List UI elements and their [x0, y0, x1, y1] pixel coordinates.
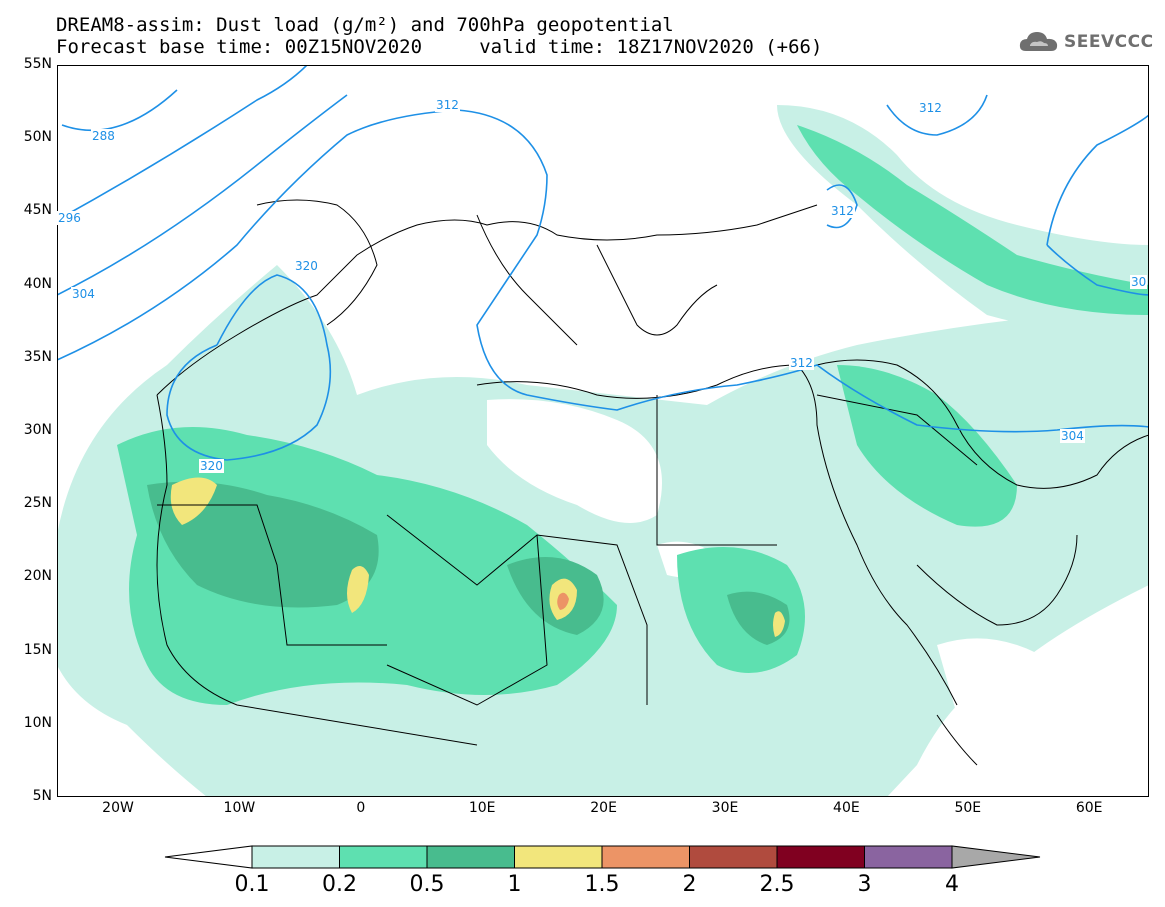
map-border: [57, 65, 1149, 797]
geopotential-contours: [57, 65, 1149, 461]
lon-tick-label: 40E: [833, 800, 860, 816]
lon-tick-label: 10E: [468, 800, 496, 816]
lon-tick-label: 20E: [590, 800, 617, 816]
contour-label: 288: [91, 129, 116, 143]
lat-tick-label: 20N: [23, 568, 52, 585]
colorbar-tick-label: 0.2: [322, 872, 357, 897]
colorbar-tick-label: 2.5: [759, 872, 795, 897]
colorbar-tick-label: 0.5: [409, 872, 445, 897]
lat-tick-label: 10N: [23, 714, 52, 731]
lat-tick-label: 50N: [23, 129, 52, 146]
lat-tick-label: 35N: [23, 348, 52, 365]
colorbar-segment: [514, 845, 603, 869]
map-subtitle: Forecast base time: 00Z15NOV2020 valid t…: [56, 36, 823, 58]
country-borders: [156, 199, 1149, 766]
contour-label: 320: [199, 459, 224, 473]
contour-label: 296: [57, 211, 82, 225]
colorbar-segment: [601, 845, 690, 869]
lon-tick-label: 60E: [1075, 800, 1103, 816]
colorbar-over-triangle: [951, 845, 1041, 869]
colorbar-tick-label: 4: [945, 872, 959, 897]
lon-tick-label: 30E: [711, 800, 739, 816]
logo-text: SEEVCCC: [1064, 32, 1154, 52]
colorbar-segment: [251, 845, 340, 869]
contour-label: 312: [830, 204, 855, 218]
colorbar-segment: [776, 845, 865, 869]
cloud-icon: [1019, 32, 1058, 51]
colorbar-tick-label: 1: [507, 872, 522, 897]
colorbar-under-triangle: [164, 845, 253, 869]
colorbar-tick-label: 1.5: [584, 872, 620, 897]
lat-tick-label: 45N: [23, 202, 52, 219]
lon-tick-label: 0: [356, 800, 366, 816]
contour-label: 30: [1130, 275, 1148, 289]
colorbar-segment: [339, 845, 428, 869]
contour-label: 312: [789, 356, 814, 370]
lat-tick-label: 25N: [23, 495, 52, 512]
lat-tick-label: 40N: [23, 275, 52, 292]
lon-tick-label: 50E: [954, 800, 982, 816]
contour-label: 312: [435, 98, 460, 112]
contour-label: 312: [918, 101, 943, 115]
contour-label: 304: [71, 287, 96, 301]
colorbar-tick-label: 2: [682, 872, 697, 897]
lat-tick-label: 15N: [23, 641, 52, 658]
colorbar-segment: [426, 845, 515, 869]
lat-tick-label: 30N: [23, 422, 52, 438]
contour-label: 304: [1060, 429, 1085, 443]
colorbar-tick-label: 3: [857, 872, 872, 897]
lon-tick-label: 10W: [223, 800, 256, 816]
lat-tick-label: 5N: [32, 788, 52, 804]
lat-tick-label: 55N: [23, 56, 52, 72]
dust-peak-areas: [557, 592, 569, 610]
contour-label: 320: [294, 259, 319, 273]
map-title: DREAM8-assim: Dust load (g/m²) and 700hP…: [56, 14, 674, 36]
lon-tick-label: 20W: [102, 800, 134, 816]
colorbar-segment: [864, 845, 953, 869]
colorbar-segment: [689, 845, 778, 869]
map-frame: [57, 65, 1149, 797]
colorbar-tick-label: 0.1: [234, 872, 270, 897]
seevccc-logo: SEEVCCC: [1018, 28, 1154, 56]
